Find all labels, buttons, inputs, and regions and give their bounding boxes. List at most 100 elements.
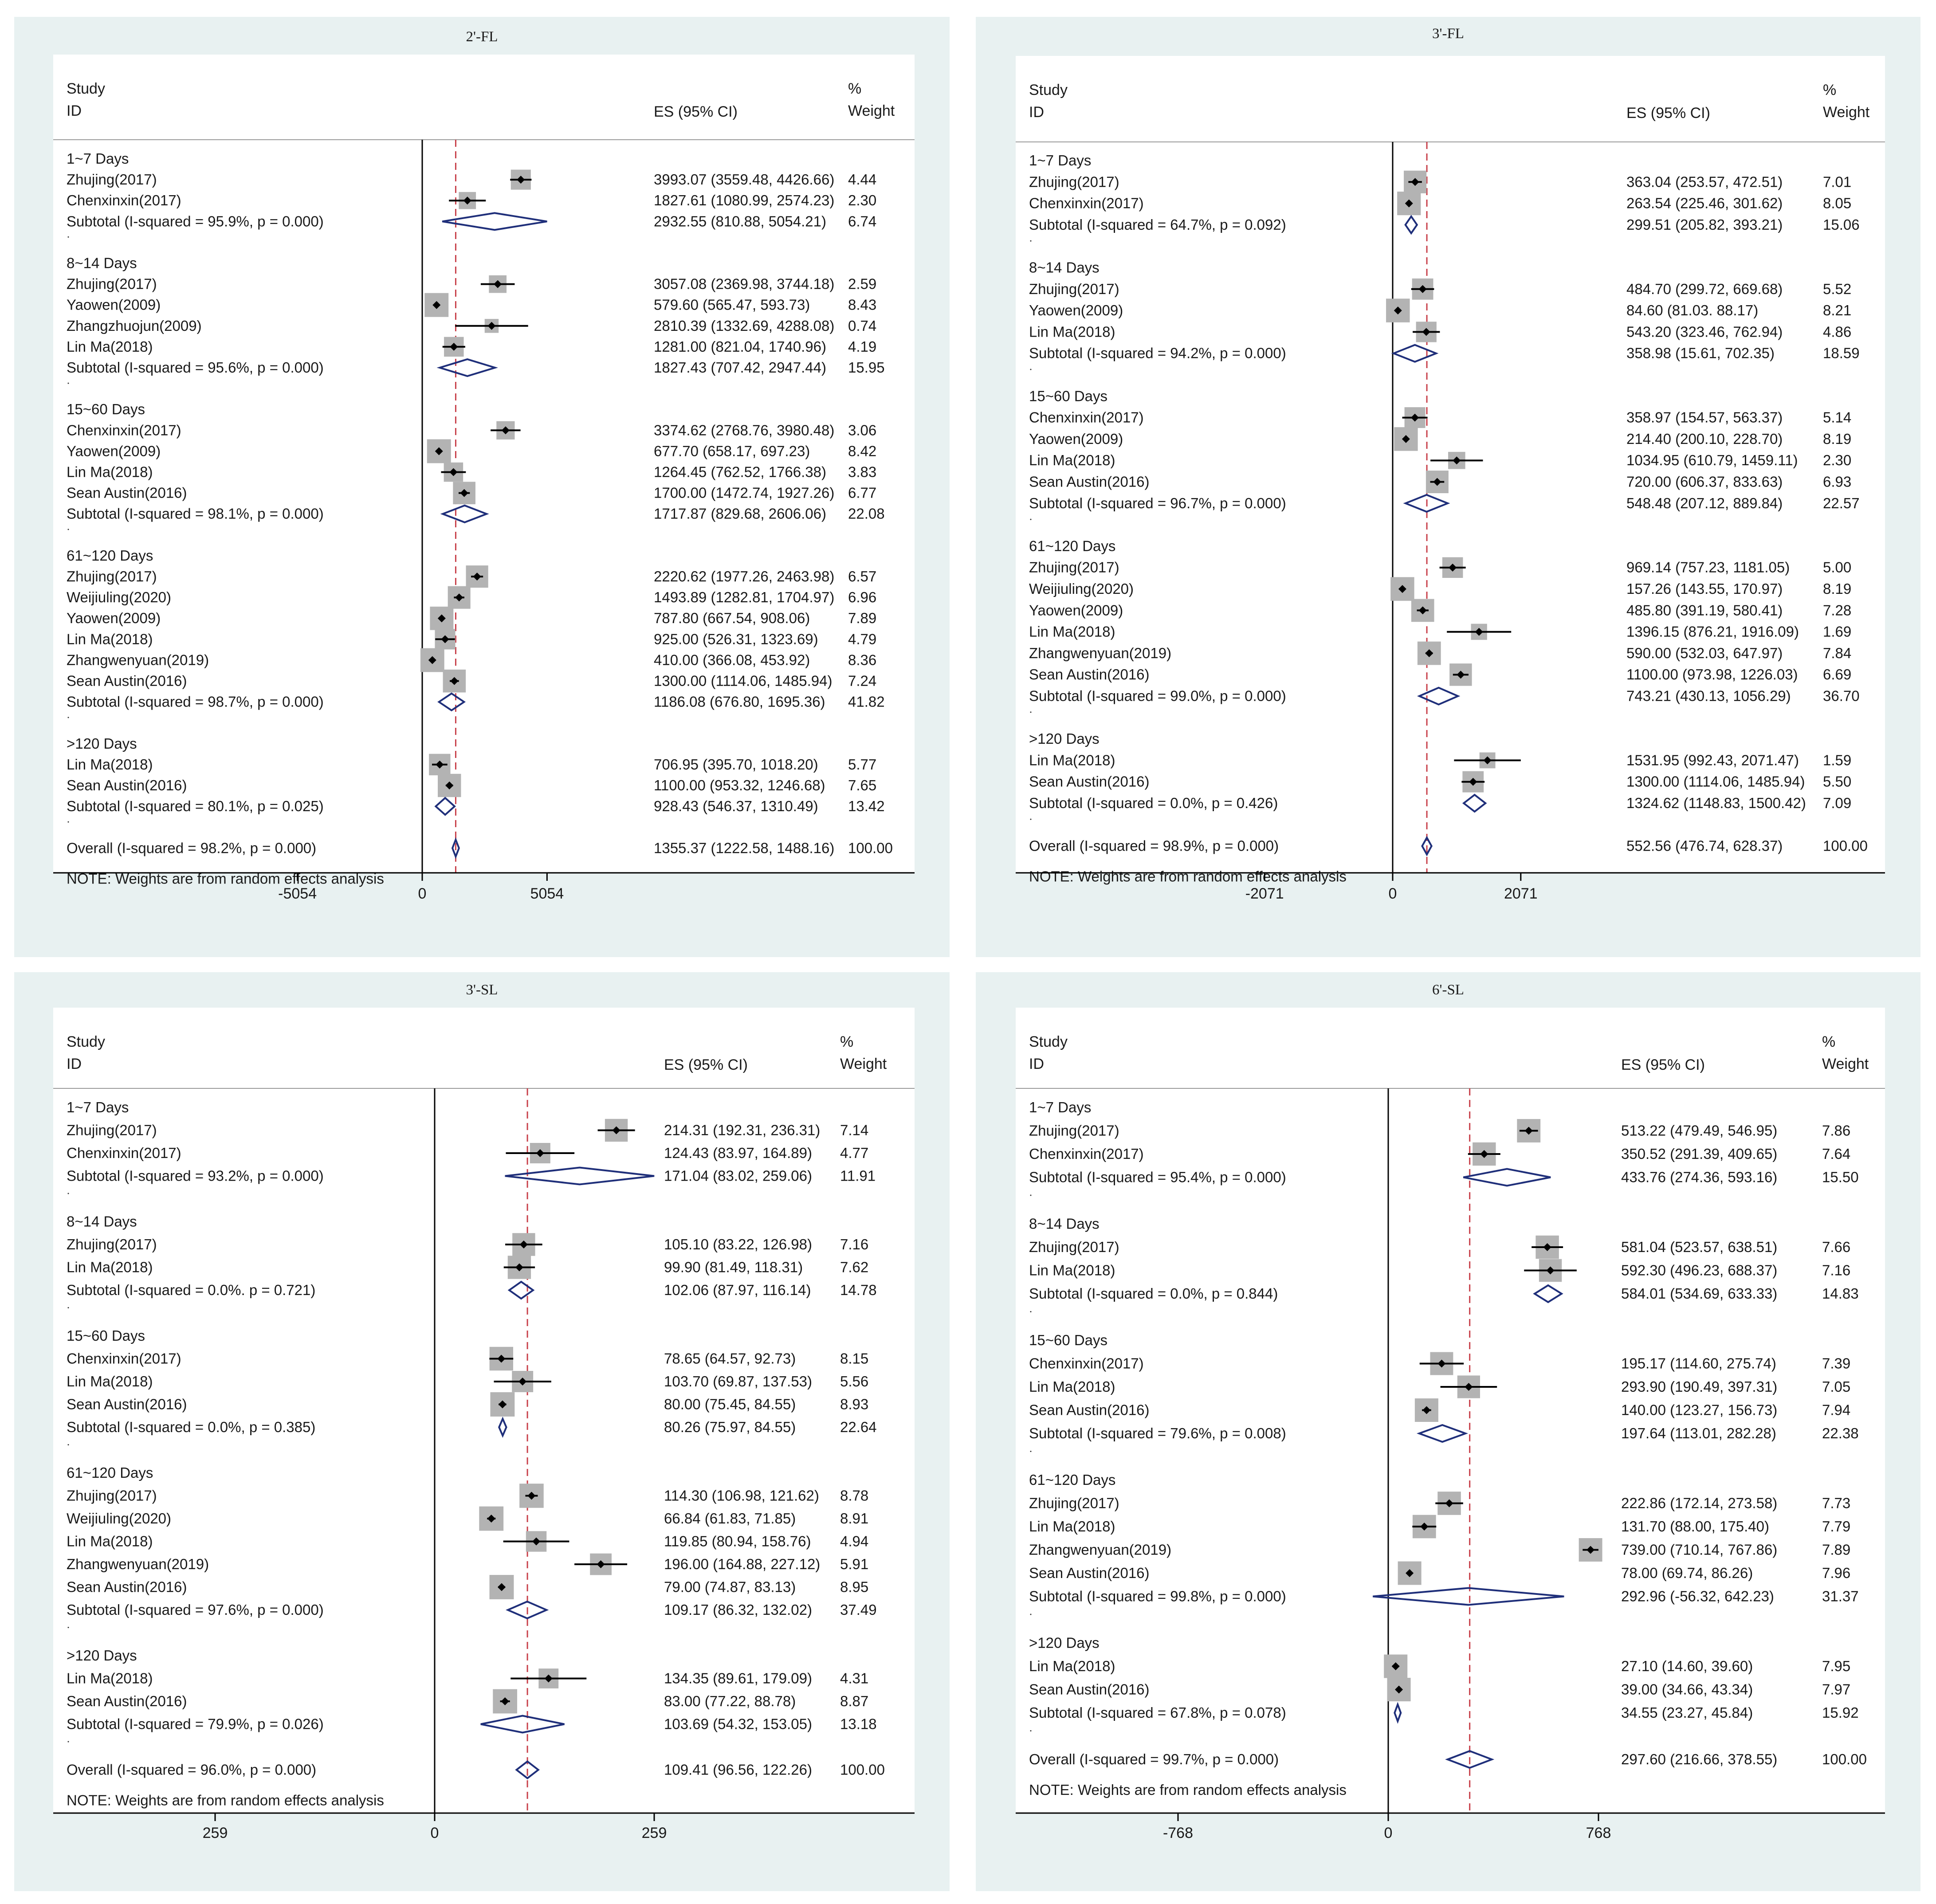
es-ci-value: 103.69 (54.32, 153.05) — [664, 1716, 812, 1732]
subtotal-diamond — [1416, 1424, 1469, 1443]
study-label: Chenxinxin(2017) — [1029, 1146, 1144, 1162]
overall-diamond — [1421, 836, 1433, 856]
subtotal-label: Subtotal (I-squared = 99.8%, p = 0.000) — [1029, 1588, 1286, 1605]
group-label: >120 Days — [1029, 1635, 1100, 1651]
weight-value: 7.09 — [1823, 795, 1851, 811]
study-point-estimate — [437, 614, 446, 623]
es-ci-value: 80.26 (75.97, 84.55) — [664, 1419, 796, 1435]
es-ci-value: 34.55 (23.27, 45.84) — [1621, 1704, 1753, 1721]
header-study: Study — [1029, 1033, 1068, 1050]
header-percent: % — [1822, 1033, 1835, 1050]
es-ci-value: 739.00 (710.14, 767.86) — [1621, 1542, 1777, 1558]
plot-area — [53, 1008, 915, 1813]
es-ci-value: 1827.61 (1080.99, 2574.23) — [654, 192, 834, 208]
es-ci-value: 787.80 (667.54, 908.06) — [654, 610, 810, 626]
x-tick-label: 0 — [1389, 885, 1397, 902]
weight-value: 8.15 — [840, 1350, 868, 1367]
header-weight: Weight — [848, 102, 895, 119]
weight-value: 41.82 — [848, 694, 885, 710]
weight-value: 4.31 — [840, 1670, 868, 1687]
study-point-estimate — [445, 781, 454, 789]
study-label: Sean Austin(2016) — [67, 1579, 187, 1595]
weight-value: 7.89 — [848, 610, 876, 626]
es-ci-value: 197.64 (113.01, 282.28) — [1621, 1425, 1776, 1441]
study-point-estimate — [1469, 777, 1477, 786]
subtotal-label: Subtotal (I-squared = 79.6%, p = 0.008) — [1029, 1425, 1286, 1441]
es-ci-value: 363.04 (253.57, 472.51) — [1626, 173, 1783, 190]
subtotal-diamond — [1373, 1587, 1564, 1606]
x-tick-label: 768 — [1586, 1825, 1611, 1841]
x-tick-label: 0 — [418, 885, 427, 902]
study-point-estimate — [1398, 585, 1406, 593]
header-es-ci: ES (95% CI) — [1621, 1056, 1705, 1073]
es-ci-value: 66.84 (61.83, 71.85) — [664, 1510, 796, 1527]
study-point-estimate — [1394, 306, 1402, 315]
weight-value: 4.94 — [840, 1533, 868, 1550]
es-ci-value: 292.96 (-56.32, 642.23) — [1621, 1588, 1774, 1605]
group-label: 61~120 Days — [1029, 1472, 1115, 1488]
study-point-estimate — [1449, 563, 1457, 572]
subtotal-diamond — [1463, 1168, 1551, 1187]
study-point-estimate — [428, 656, 436, 664]
es-ci-value: 548.48 (207.12, 889.84) — [1626, 495, 1783, 511]
spacer-dot — [67, 1307, 69, 1308]
weight-value: 7.39 — [1822, 1355, 1850, 1372]
spacer-dot — [67, 529, 69, 530]
header-percent: % — [1823, 82, 1836, 98]
weight-value: 100.00 — [848, 840, 893, 856]
es-ci-value: 157.26 (143.55, 170.97) — [1626, 581, 1783, 597]
weight-value: 7.97 — [1822, 1681, 1850, 1698]
weight-value: 7.16 — [1822, 1262, 1850, 1279]
weight-value: 6.96 — [848, 589, 876, 605]
study-label: Lin Ma(2018) — [67, 1670, 153, 1687]
study-label: Chenxinxin(2017) — [67, 192, 181, 208]
es-ci-value: 299.51 (205.82, 393.21) — [1626, 216, 1783, 233]
study-point-estimate — [487, 322, 496, 330]
group-label: 8~14 Days — [67, 255, 137, 271]
header-weight: Weight — [1822, 1056, 1869, 1072]
subtotal-label: Subtotal (I-squared = 95.9%, p = 0.000) — [67, 213, 324, 229]
study-label: Zhangwenyuan(2019) — [1029, 645, 1171, 661]
es-ci-value: 1531.95 (992.43, 2071.47) — [1626, 752, 1799, 768]
study-label: Sean Austin(2016) — [1029, 474, 1150, 490]
study-point-estimate — [460, 489, 468, 497]
study-point-estimate — [1411, 413, 1419, 422]
es-ci-value: 677.70 (658.17, 697.23) — [654, 443, 810, 459]
weight-value: 7.14 — [840, 1122, 868, 1138]
study-point-estimate — [1437, 1359, 1446, 1368]
study-point-estimate — [1465, 1383, 1473, 1391]
study-label: Zhujing(2017) — [67, 1122, 157, 1138]
es-ci-value: 1717.87 (829.68, 2606.06) — [654, 506, 826, 522]
weight-value: 8.93 — [840, 1396, 868, 1413]
subtotal-diamond — [505, 1166, 655, 1186]
subtotal-label: Subtotal (I-squared = 97.6%, p = 0.000) — [67, 1602, 324, 1618]
study-label: Lin Ma(2018) — [1029, 1518, 1115, 1535]
group-label: 61~120 Days — [1029, 538, 1115, 554]
study-label: Lin Ma(2018) — [1029, 1378, 1115, 1395]
weights-note: NOTE: Weights are from random effects an… — [1029, 1782, 1347, 1798]
es-ci-value: 579.60 (565.47, 593.73) — [654, 297, 810, 313]
study-point-estimate — [497, 1354, 506, 1363]
es-ci-value: 171.04 (83.02, 259.06) — [664, 1168, 812, 1184]
subtotal-label: Subtotal (I-squared = 96.7%, p = 0.000) — [1029, 495, 1286, 511]
study-label: Weijiuling(2020) — [67, 589, 171, 605]
es-ci-value: 1100.00 (953.32, 1246.68) — [654, 777, 825, 793]
study-point-estimate — [1405, 199, 1413, 208]
es-ci-value: 1186.08 (676.80, 1695.36) — [654, 694, 825, 710]
plot-area — [53, 55, 915, 873]
group-label: 1~7 Days — [67, 150, 129, 167]
study-point-estimate — [1422, 328, 1430, 336]
subtotal-label: Subtotal (I-squared = 64.7%, p = 0.092) — [1029, 216, 1286, 233]
weight-value: 4.44 — [848, 171, 876, 188]
es-ci-value: 2810.39 (1332.69, 4288.08) — [654, 318, 834, 334]
subtotal-label: Subtotal (I-squared = 67.8%, p = 0.078) — [1029, 1704, 1286, 1721]
study-label: Lin Ma(2018) — [67, 1533, 153, 1550]
es-ci-value: 222.86 (172.14, 273.58) — [1621, 1495, 1777, 1511]
study-point-estimate — [1418, 606, 1427, 615]
es-ci-value: 584.01 (534.69, 633.33) — [1621, 1285, 1777, 1302]
es-ci-value: 134.35 (89.61, 179.09) — [664, 1670, 812, 1687]
group-label: 15~60 Days — [67, 1327, 145, 1344]
study-label: Weijiuling(2020) — [67, 1510, 171, 1527]
es-ci-value: 433.76 (274.36, 593.16) — [1621, 1169, 1777, 1186]
weight-value: 4.77 — [840, 1145, 868, 1161]
